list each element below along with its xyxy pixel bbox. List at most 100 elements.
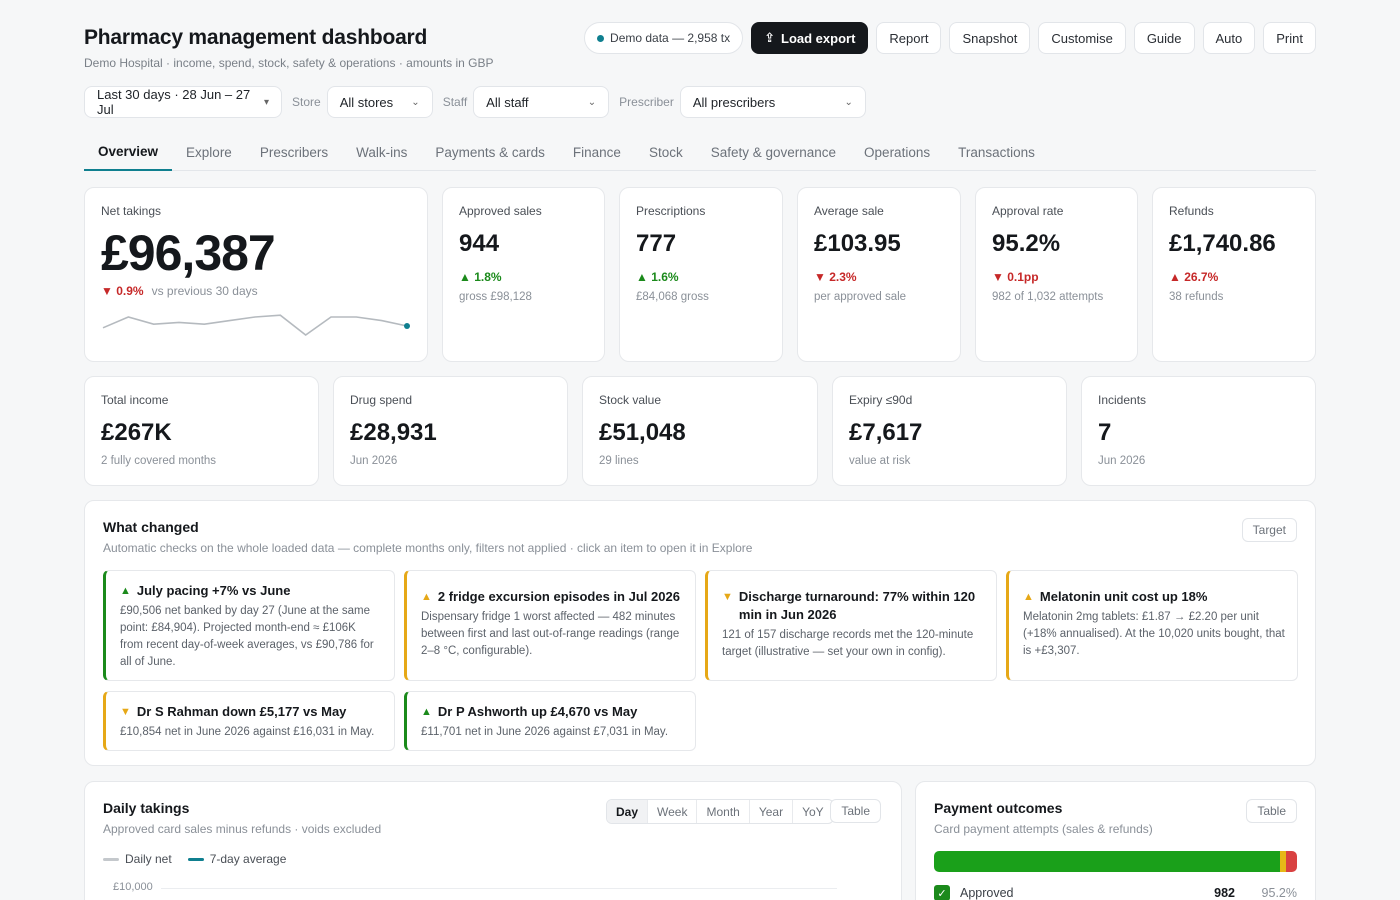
payment-outcome-row[interactable]: ✓ Approved 982 95.2% [934,885,1297,900]
report-button[interactable]: Report [876,22,942,54]
tab-walk-ins[interactable]: Walk-ins [356,145,408,160]
triangle-up-icon: ▲ [1169,270,1181,284]
target-button[interactable]: Target [1241,518,1297,542]
change-item[interactable]: ▼ Dr S Rahman down £5,177 vs May £10,854 … [103,691,395,751]
payment-table-button[interactable]: Table [1246,799,1297,823]
gridline [161,888,837,889]
change-item[interactable]: ▲ Dr P Ashworth up £4,670 vs May £11,701 … [404,691,696,751]
kpi-label: Expiry ≤90d [849,393,913,407]
tab-explore[interactable]: Explore [186,145,232,160]
kpi-card-approval-rate[interactable]: Approval rate 95.2% ▼ 0.1pp 982 of 1,032… [975,187,1138,362]
net-takings-comparison: vs previous 30 days [151,284,258,298]
load-export-button[interactable]: ⇪ Load export [751,22,869,54]
kpi-value: £103.95 [814,230,901,257]
period-year[interactable]: Year [750,800,794,823]
change-item-title: 2 fridge excursion episodes in Jul 2026 [437,589,680,604]
daily-takings-subtitle: Approved card sales minus refunds · void… [103,822,382,836]
legend-label: Daily net [125,852,172,866]
kpi-label: Incidents [1098,393,1147,407]
tab-operations[interactable]: Operations [864,145,931,160]
change-item-body: Melatonin 2mg tablets: £1.87 → £2.20 per… [1023,611,1285,657]
y-tick-label: £10,000 [113,881,153,893]
date-range-value: Last 30 days · 28 Jun – 27 Jul [97,87,251,117]
chevron-down-icon: ⌄ [411,96,420,108]
legend-swatch [187,858,204,862]
kpi-card-incidents[interactable]: Incidents 7 Jun 2026 [1081,376,1316,486]
kpi-value: £7,617 [849,419,923,446]
status-dot-icon [597,34,605,42]
kpi-card-prescriptions[interactable]: Prescriptions 777 ▲ 1.6% £84,068 gross [619,187,783,362]
tab-safety-governance[interactable]: Safety & governance [710,145,837,160]
kpi-note: value at risk [849,455,911,467]
auto-button[interactable]: Auto [1202,22,1256,54]
bar-segment-declined[interactable] [1286,851,1297,872]
change-item-body: £90,506 net banked by day 27 (June at th… [120,605,374,668]
tab-overview[interactable]: Overview [84,134,173,171]
kpi-value: £267K [101,419,172,446]
change-item-body: £10,854 net in June 2026 against £16,031… [120,726,375,738]
staff-value: All staff [486,94,529,110]
tab-prescribers[interactable]: Prescribers [259,145,329,160]
legend-swatch [103,858,119,862]
legend-7day-average[interactable]: 7-day average [187,852,286,866]
chart-legend: Daily net 7-day average [103,852,286,866]
net-takings-card[interactable]: Net takings £96,387 ▼ 0.9% vs previous 3… [84,187,428,362]
change-item-title: July pacing +7% vs June [136,583,291,598]
header-actions: Demo data — 2,958 tx ⇪ Load export Repor… [584,22,1316,54]
kpi-note: Jun 2026 [350,455,398,467]
kpi-note: per approved sale [814,291,907,303]
change-item-body: £11,701 net in June 2026 against £7,031 … [421,726,669,738]
kpi-card-expiry[interactable]: Expiry ≤90d £7,617 value at risk [832,376,1067,486]
kpi-card-refunds[interactable]: Refunds £1,740.86 ▲ 26.7% 38 refunds [1152,187,1316,362]
warning-triangle-icon: ▲ [1023,591,1034,603]
kpi-value: 944 [459,230,500,257]
kpi-card-total-income[interactable]: Total income £267K 2 fully covered month… [84,376,319,486]
upload-icon: ⇪ [764,30,776,45]
period-yoy[interactable]: YoY [802,804,824,819]
change-item[interactable]: ▲ July pacing +7% vs June £90,506 net ban… [103,570,395,681]
kpi-card-average-sale[interactable]: Average sale £103.95 ▼ 2.3% per approved… [797,187,961,362]
snapshot-button[interactable]: Snapshot [949,22,1031,54]
period-month[interactable]: Month [697,800,750,823]
change-item[interactable]: ▼ Discharge turnaround: 77% within 120 mi… [705,570,997,681]
check-icon: ✓ [934,885,950,900]
guide-button[interactable]: Guide [1133,22,1195,54]
kpi-note: 982 of 1,032 attempts [992,291,1104,303]
daily-table-button[interactable]: Table [830,799,881,823]
tab-stock[interactable]: Stock [648,145,683,160]
kpi-note: gross £98,128 [459,291,532,303]
what-changed-title: What changed [103,519,199,535]
kpi-card-drug-spend[interactable]: Drug spend £28,931 Jun 2026 [333,376,568,486]
kpi-note: Jun 2026 [1098,455,1146,467]
daily-takings-title: Daily takings [103,800,190,816]
load-export-label: Load export [781,30,856,46]
bar-segment-approved[interactable] [934,851,1280,872]
prescriber-label: Prescriber [619,95,674,109]
print-button[interactable]: Print [1263,22,1316,54]
kpi-delta: ▲ 26.7% [1169,270,1218,284]
store-select[interactable]: All stores ⌄ [326,86,433,118]
kpi-card-approved-sales[interactable]: Approved sales 944 ▲ 1.8% gross £98,128 [442,187,605,362]
legend-daily-net[interactable]: Daily net [103,852,172,866]
change-item-body: 121 of 157 discharge records met the 120… [722,629,974,658]
staff-select[interactable]: All staff ⌄ [473,86,610,118]
tab-transactions[interactable]: Transactions [958,145,1035,160]
period-week[interactable]: Week [648,800,698,823]
tab-finance[interactable]: Finance [572,145,621,160]
prescriber-select[interactable]: All prescribers ⌄ [679,86,866,118]
change-item[interactable]: ▲ 2 fridge excursion episodes in Jul 2026… [404,570,696,681]
demo-data-badge[interactable]: Demo data — 2,958 tx [584,22,744,54]
kpi-label: Approval rate [992,204,1064,218]
tab-payments-cards[interactable]: Payments & cards [435,145,545,160]
kpi-label: Approved sales [459,204,542,218]
bar-segment-other[interactable] [1279,851,1287,872]
change-item[interactable]: ▲ Melatonin unit cost up 18% Melatonin 2m… [1006,570,1298,681]
kpi-card-stock-value[interactable]: Stock value £51,048 29 lines [582,376,818,486]
kpi-label: Prescriptions [636,204,706,218]
net-takings-delta-row: ▼ 0.9% vs previous 30 days [101,284,258,298]
period-day[interactable]: Day [607,800,649,823]
date-range-select[interactable]: Last 30 days · 28 Jun – 27 Jul ▾ [84,86,282,118]
kpi-note: 29 lines [599,455,639,467]
change-item-body: Dispensary fridge 1 worst affected — 482… [421,611,680,657]
customise-button[interactable]: Customise [1038,22,1126,54]
